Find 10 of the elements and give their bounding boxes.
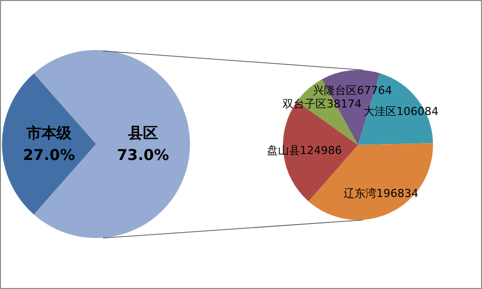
data-label: 27.0% [22, 146, 76, 164]
slice-label: 县区 [127, 124, 158, 142]
slice-label: 市本级 [26, 124, 72, 142]
slice-label: 盘山县 [266, 144, 300, 158]
data-label: 73.0% [116, 146, 170, 164]
data-label: 124986 [300, 144, 342, 158]
slice-label: 大洼区 [364, 105, 396, 118]
slice-label: 辽东湾 [343, 186, 376, 200]
slice-label: 双台子区 [282, 97, 327, 110]
data-label: 67764 [357, 84, 392, 98]
